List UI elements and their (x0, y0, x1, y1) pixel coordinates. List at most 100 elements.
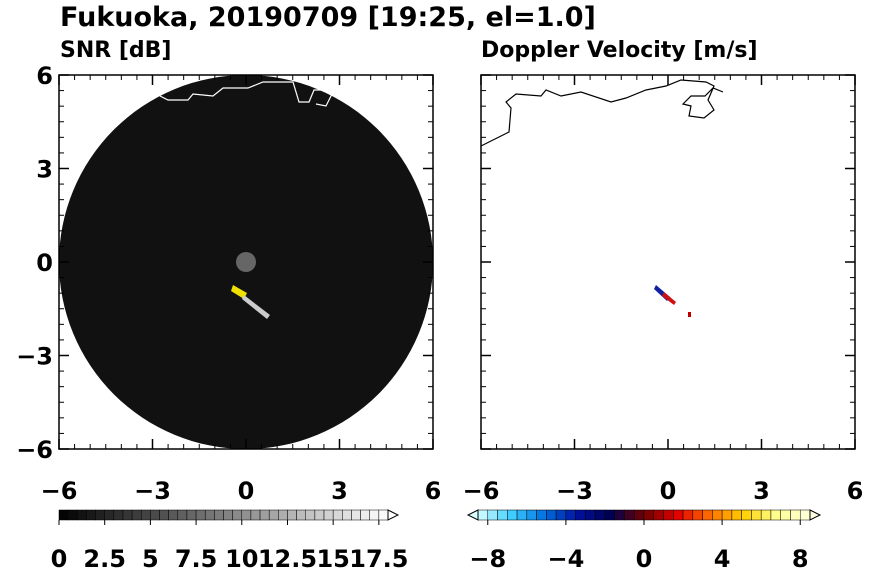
colorbar-tick-label: 2.5 (83, 545, 126, 570)
colorbar-segment (259, 509, 270, 521)
colorbar-segment (604, 509, 615, 521)
x-tick-label: −6 (463, 477, 500, 505)
colorbar-tick-label: 8 (792, 545, 809, 570)
panel-subtitle: SNR [dB] (60, 38, 171, 63)
colorbar-extend (809, 509, 822, 521)
colorbar-extend (466, 509, 479, 521)
colorbar-segment (575, 509, 586, 521)
colorbar-segment (673, 509, 684, 521)
colorbar-segment (790, 509, 801, 521)
colorbar-segment (141, 509, 151, 521)
colorbar-segment (731, 509, 742, 521)
colorbar-segment (487, 509, 498, 521)
colorbar-segment (663, 509, 674, 521)
colorbar-segment (780, 509, 791, 521)
colorbar-tick-label: 4 (714, 545, 731, 570)
colorbar-segment (770, 509, 781, 521)
colorbar-tick-label: 0 (636, 545, 653, 570)
figure-title: Fukuoka, 20190709 [19:25, el=1.0] (60, 2, 596, 33)
colorbar-segment (369, 509, 380, 521)
colorbar-segment (195, 509, 206, 521)
velocity-image (481, 79, 724, 317)
echo (242, 295, 270, 319)
colorbar-segment (86, 509, 96, 521)
colorbar-segment (760, 509, 772, 521)
colorbar-segment (624, 509, 635, 521)
plot-frame (480, 74, 856, 450)
x-tick-label: 6 (847, 477, 864, 505)
colorbar-segment (643, 509, 655, 521)
y-tick-label: 6 (36, 62, 53, 90)
colorbar-segment (122, 509, 133, 521)
y-tick-label: −3 (16, 343, 53, 371)
colorbar-segment (516, 509, 528, 521)
colorbar-segment (565, 509, 576, 521)
colorbar-segment (177, 509, 188, 521)
colorbar-segment (741, 509, 752, 521)
colorbar-segment (799, 509, 811, 521)
x-tick-label: −3 (134, 477, 171, 505)
colorbar-segment (268, 509, 279, 521)
colorbar-segment (594, 509, 606, 521)
colorbar-segment (58, 509, 69, 521)
colorbar-segment (77, 509, 87, 521)
y-tick-label: 3 (36, 156, 53, 184)
colorbar-segment (497, 509, 508, 521)
x-tick-label: −3 (556, 477, 593, 505)
colorbar-segment (287, 509, 297, 521)
echo (688, 312, 691, 317)
x-tick-label: −6 (41, 477, 78, 505)
colorbar-segment (712, 509, 723, 521)
snr-image (59, 75, 433, 449)
colorbar-segment (332, 509, 343, 521)
colorbar-extend (387, 509, 400, 521)
coastline (159, 81, 335, 107)
colorbar-segment (150, 509, 160, 521)
colorbar-segment (323, 509, 334, 521)
colorbar-tick-label: 5 (142, 545, 159, 570)
x-tick-label: 0 (660, 477, 677, 505)
colorbar-segment (351, 509, 361, 521)
colorbar-segment (633, 509, 645, 521)
colorbar-segment (507, 509, 518, 521)
colorbar-tick-label: 7.5 (175, 545, 218, 570)
x-tick-label: 3 (753, 477, 770, 505)
colorbar-segment (614, 509, 625, 521)
echo (231, 285, 247, 299)
colorbar-tick-label: −4 (547, 545, 584, 570)
colorbar-segment (314, 509, 325, 521)
colorbar-segment (360, 509, 370, 521)
colorbar-segment (378, 509, 389, 521)
colorbar-segment (342, 509, 352, 521)
colorbar-segment (214, 509, 224, 521)
x-tick-label: 0 (238, 477, 255, 505)
x-tick-label: 6 (425, 477, 442, 505)
colorbar-segment (653, 509, 664, 521)
y-tick-label: −6 (16, 436, 53, 464)
colorbar-tick-label: 15 (316, 545, 349, 570)
colorbar-tick-label: 12.5 (258, 545, 317, 570)
colorbar-segment (702, 509, 713, 521)
colorbar-segment (585, 509, 596, 521)
colorbar-segment (95, 509, 105, 521)
colorbar-segment (536, 509, 547, 521)
colorbar-segment (232, 509, 243, 521)
colorbar-segment (278, 509, 288, 521)
colorbar-tick-label: −8 (469, 545, 506, 570)
colorbar-segment (223, 509, 233, 521)
colorbar-segment (682, 509, 694, 521)
colorbar-segment (250, 509, 261, 521)
colorbar-segment (113, 509, 124, 521)
colorbar-segment (477, 509, 489, 521)
colorbar-segment (751, 509, 762, 521)
colorbar-segment (159, 509, 169, 521)
echo (662, 292, 676, 305)
colorbar-segment (526, 509, 537, 521)
colorbar-segment (721, 509, 733, 521)
colorbar-tick-label: 10 (225, 545, 258, 570)
colorbar-segment (204, 509, 215, 521)
colorbar-segment (131, 509, 142, 521)
colorbar-segment (555, 509, 567, 521)
colorbar-segment (241, 509, 252, 521)
